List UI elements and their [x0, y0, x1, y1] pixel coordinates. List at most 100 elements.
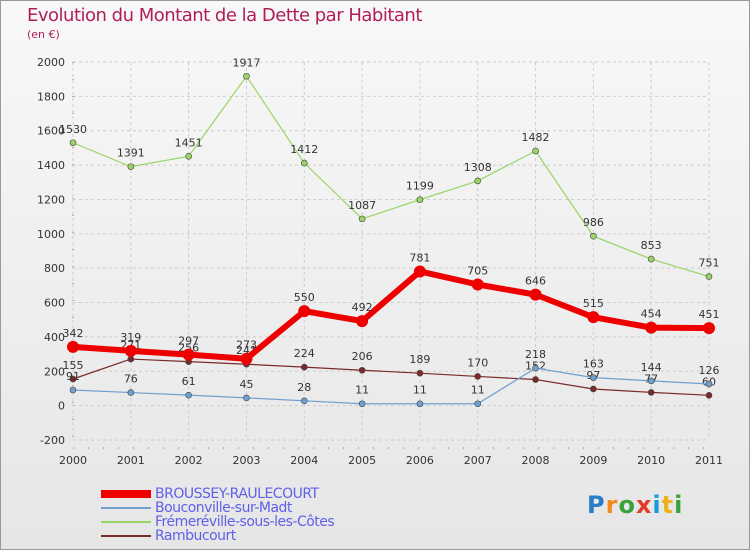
data-label: 61: [182, 375, 196, 388]
data-label: 1087: [348, 199, 376, 212]
legend-item: BROUSSEY-RAULECOURT: [101, 486, 401, 502]
data-label: 206: [352, 350, 373, 363]
data-label: 170: [467, 356, 488, 369]
data-point: [705, 380, 713, 388]
data-point: [705, 392, 713, 399]
y-tick-label: 2000: [37, 56, 65, 69]
data-label: 751: [699, 257, 720, 270]
data-point: [529, 288, 542, 301]
data-point: [127, 389, 135, 396]
series-line: [72, 75, 710, 278]
data-point: [647, 389, 655, 396]
data-label: 11: [413, 384, 427, 397]
data-label: 1482: [522, 131, 550, 144]
data-point: [69, 139, 77, 147]
data-point: [300, 363, 308, 371]
data-label: 273: [236, 339, 257, 352]
data-label: 11: [471, 384, 485, 397]
legend-label: Frémeréville-sous-les-Côtes: [155, 514, 335, 530]
series-line: [72, 358, 710, 396]
data-point: [67, 340, 79, 353]
x-tick-label: 2009: [579, 454, 607, 467]
chart-subtitle: (en €): [27, 28, 60, 41]
legend-label: Bouconville-sur-Madt: [155, 500, 292, 516]
x-tick-label: 2010: [637, 454, 665, 467]
x-tick-label: 2003: [232, 454, 260, 467]
data-label: 781: [409, 251, 430, 264]
data-label: 515: [583, 297, 604, 310]
data-label: 45: [239, 378, 253, 391]
data-point: [647, 377, 655, 385]
data-point: [532, 376, 539, 383]
logo-letter: i: [674, 491, 684, 519]
legend-swatch: [101, 490, 151, 498]
data-label: 189: [409, 353, 430, 366]
logo-letter: t: [661, 491, 675, 519]
data-point: [416, 400, 424, 408]
data-point: [358, 366, 366, 374]
y-tick-label: 1600: [37, 125, 65, 138]
legend-swatch: [101, 521, 151, 523]
x-tick-label: 2001: [117, 454, 145, 467]
proxiti-logo: Proxiti: [587, 491, 683, 519]
y-tick-label: 200: [44, 365, 65, 378]
data-point: [182, 348, 195, 361]
data-label: 163: [583, 358, 604, 371]
y-tick-label: 400: [44, 331, 65, 344]
data-label: 986: [583, 216, 604, 229]
y-tick-label: 800: [44, 262, 65, 275]
data-label: 1451: [175, 136, 203, 149]
data-point: [356, 315, 369, 328]
data-label: 1199: [406, 180, 434, 193]
x-tick-label: 2000: [59, 454, 87, 467]
logo-letter: r: [605, 491, 619, 519]
data-point: [298, 305, 311, 318]
data-label: 646: [525, 275, 546, 288]
data-label: 342: [63, 327, 84, 340]
logo-letter: x: [635, 491, 653, 519]
data-point: [69, 386, 77, 394]
data-label: 91: [66, 370, 80, 383]
data-label: 155: [63, 359, 84, 372]
legend: BROUSSEY-RAULECOURT Bouconville-sur-Madt F…: [101, 486, 401, 544]
data-label: 224: [294, 347, 315, 360]
y-tick-label: 0: [58, 400, 65, 413]
data-label: 451: [699, 308, 720, 321]
data-point: [416, 369, 424, 377]
y-tick-label: 1000: [37, 228, 65, 241]
y-tick-label: 1800: [37, 90, 65, 103]
data-label: 1308: [464, 161, 492, 174]
data-point: [240, 352, 253, 365]
y-tick-label: 1200: [37, 193, 65, 206]
data-label: 297: [178, 335, 199, 348]
data-point: [587, 311, 600, 324]
legend-label: Rambucourt: [155, 528, 236, 544]
data-point: [647, 255, 655, 263]
legend-swatch: [101, 507, 151, 509]
data-point: [590, 232, 597, 240]
data-label: 454: [641, 308, 662, 321]
data-label: 218: [525, 348, 546, 361]
data-point: [127, 355, 135, 363]
data-point: [471, 278, 484, 291]
data-point: [300, 159, 308, 167]
data-point: [69, 375, 77, 383]
series-line: [72, 367, 710, 405]
data-point: [358, 400, 366, 408]
logo-letter: i: [652, 491, 662, 519]
y-tick-label: 600: [44, 297, 65, 310]
data-label: 492: [352, 301, 373, 314]
data-point: [127, 163, 135, 170]
data-point: [703, 322, 715, 335]
logo-letter: o: [618, 491, 636, 519]
data-label: 550: [294, 291, 315, 304]
data-point: [474, 373, 482, 380]
data-point: [185, 391, 192, 399]
data-point: [416, 196, 424, 203]
legend-swatch: [101, 535, 151, 537]
data-point: [474, 177, 482, 185]
data-label: 705: [467, 265, 488, 278]
data-point: [243, 72, 250, 80]
data-label: 144: [641, 361, 662, 374]
